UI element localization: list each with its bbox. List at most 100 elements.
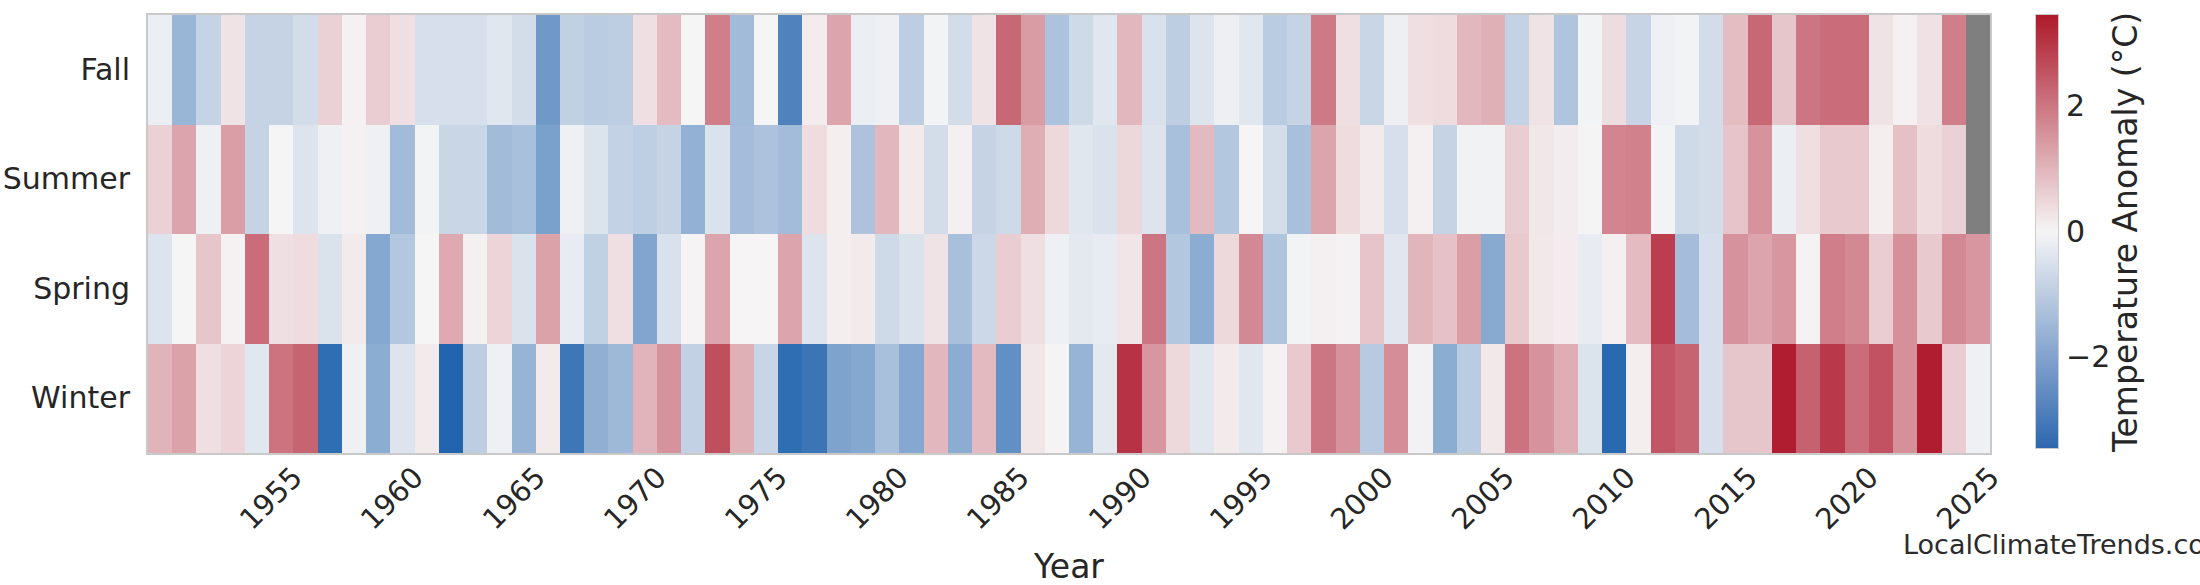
heatmap-cell: [390, 125, 414, 235]
heatmap-cell: [705, 234, 729, 344]
heatmap-cell: [608, 125, 632, 235]
heatmap-cell: [1966, 125, 1990, 235]
heatmap-cell: [1214, 125, 1238, 235]
heatmap-cell: [1675, 344, 1699, 454]
heatmap-cell: [1190, 15, 1214, 125]
heatmap-cell: [608, 234, 632, 344]
heatmap-cell: [148, 344, 172, 454]
heatmap-cell: [802, 15, 826, 125]
heatmap-cell: [1360, 234, 1384, 344]
heatmap-cell: [1360, 344, 1384, 454]
heatmap-cell: [730, 15, 754, 125]
heatmap-cell: [1626, 15, 1650, 125]
heatmap-cell: [924, 344, 948, 454]
heatmap-cell: [536, 234, 560, 344]
heatmap-cell: [996, 15, 1020, 125]
heatmap-cell: [705, 15, 729, 125]
heatmap-cell: [1311, 15, 1335, 125]
heatmap-cell: [148, 234, 172, 344]
heatmap-cell: [1021, 125, 1045, 235]
heatmap-cell: [1796, 125, 1820, 235]
heatmap-cell: [318, 234, 342, 344]
heatmap-cell: [1384, 15, 1408, 125]
heatmap-cell: [972, 15, 996, 125]
heatmap-cell: [1626, 344, 1650, 454]
x-tick-label-1975: 1975: [702, 460, 794, 552]
x-tick-label-1955: 1955: [217, 460, 309, 552]
heatmap-cell: [948, 344, 972, 454]
x-tick-label-2020: 2020: [1793, 460, 1885, 552]
heatmap-cell: [1772, 234, 1796, 344]
heatmap-cell: [633, 15, 657, 125]
heatmap-cell: [1796, 15, 1820, 125]
heatmap-cell: [512, 234, 536, 344]
y-tick-label-winter: Winter: [0, 378, 130, 418]
heatmap-cell: [1651, 15, 1675, 125]
heatmap-cell: [1966, 15, 1990, 125]
heatmap-cell: [924, 125, 948, 235]
x-tick-label-2005: 2005: [1429, 460, 1521, 552]
heatmap-cell: [269, 15, 293, 125]
heatmap-cell: [1408, 234, 1432, 344]
x-tick-label-1960: 1960: [339, 460, 431, 552]
heatmap-cell: [318, 125, 342, 235]
heatmap-cell: [1408, 344, 1432, 454]
heatmap-cell: [221, 344, 245, 454]
x-tick-label-1980: 1980: [823, 460, 915, 552]
heatmap-cell: [1190, 234, 1214, 344]
x-tick-label-1970: 1970: [581, 460, 673, 552]
heatmap-cell: [1772, 344, 1796, 454]
heatmap-cell: [1820, 344, 1844, 454]
heatmap-cell: [1602, 125, 1626, 235]
heatmap-cell: [972, 234, 996, 344]
heatmap-cell: [657, 234, 681, 344]
heatmap-cell: [948, 234, 972, 344]
heatmap-cell: [1893, 344, 1917, 454]
heatmap-cell: [148, 15, 172, 125]
heatmap-cell: [560, 234, 584, 344]
heatmap-cell: [1239, 344, 1263, 454]
heatmap-cell: [1917, 344, 1941, 454]
x-tick-label-1965: 1965: [460, 460, 552, 552]
heatmap-cell: [487, 125, 511, 235]
heatmap-cell: [172, 15, 196, 125]
heatmap-cell: [1045, 234, 1069, 344]
heatmap-cell: [584, 344, 608, 454]
heatmap-cell: [1917, 125, 1941, 235]
heatmap-cell: [924, 234, 948, 344]
heatmap-cell: [1699, 125, 1723, 235]
heatmap-cell: [1675, 234, 1699, 344]
heatmap-cell: [1287, 234, 1311, 344]
heatmap-cell: [1845, 125, 1869, 235]
heatmap-cell: [1093, 234, 1117, 344]
heatmap-cell: [1869, 344, 1893, 454]
heatmap-cell: [705, 125, 729, 235]
heatmap-cell: [1069, 15, 1093, 125]
colorbar-axis-label: Temperature Anomaly (°C): [2106, 12, 2146, 452]
heatmap-cell: [1675, 125, 1699, 235]
heatmap-cell: [1166, 234, 1190, 344]
heatmap-cell: [681, 234, 705, 344]
heatmap-cell: [1263, 344, 1287, 454]
heatmap-cell: [730, 234, 754, 344]
heatmap-cell: [221, 125, 245, 235]
heatmap-cell: [366, 234, 390, 344]
heatmap-cell: [730, 344, 754, 454]
heatmap-cell: [1699, 344, 1723, 454]
heatmap-cell: [1408, 15, 1432, 125]
heatmap-cell: [948, 15, 972, 125]
climate-heatmap-figure: FallSummerSpringWinter 19551960196519701…: [0, 0, 2200, 585]
heatmap-cell: [996, 234, 1020, 344]
heatmap-cell: [899, 234, 923, 344]
heatmap-cell: [1917, 15, 1941, 125]
heatmap-cell: [1117, 344, 1141, 454]
heatmap-cell: [1045, 344, 1069, 454]
colorbar-gradient: [2036, 15, 2058, 448]
heatmap-cell: [1529, 15, 1553, 125]
heatmap-cell: [1942, 15, 1966, 125]
heatmap-cell: [536, 125, 560, 235]
heatmap-cell: [1384, 125, 1408, 235]
heatmap-cell: [415, 125, 439, 235]
heatmap-cell: [245, 234, 269, 344]
heatmap-cell: [1360, 125, 1384, 235]
